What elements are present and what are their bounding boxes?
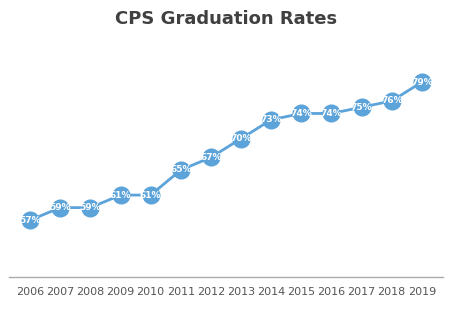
Text: 74%: 74%: [290, 109, 312, 118]
Text: 67%: 67%: [200, 153, 221, 162]
Title: CPS Graduation Rates: CPS Graduation Rates: [115, 10, 336, 28]
Text: 57%: 57%: [19, 216, 41, 225]
Text: 61%: 61%: [140, 190, 161, 200]
Text: 73%: 73%: [260, 115, 281, 124]
Text: 59%: 59%: [49, 203, 71, 212]
Text: 79%: 79%: [410, 78, 432, 86]
Text: 59%: 59%: [79, 203, 101, 212]
Text: 61%: 61%: [110, 190, 131, 200]
Text: 76%: 76%: [380, 96, 402, 106]
Text: 75%: 75%: [350, 103, 372, 112]
Text: 65%: 65%: [170, 165, 191, 175]
Text: 74%: 74%: [320, 109, 341, 118]
Text: 70%: 70%: [230, 134, 251, 143]
